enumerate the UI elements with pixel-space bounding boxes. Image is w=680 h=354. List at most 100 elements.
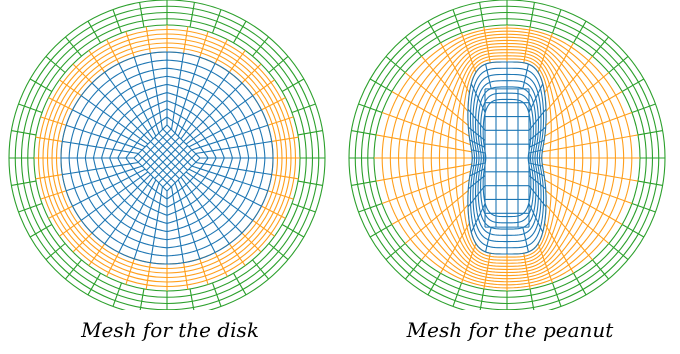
outer-ring-spoke <box>252 259 269 280</box>
outer-ring-spoke <box>45 56 66 73</box>
outer-ring-spoke <box>29 224 53 238</box>
inner-mesh-spoke <box>104 71 154 140</box>
inner-mesh-spoke <box>528 175 547 190</box>
inner-mesh-spoke <box>528 185 547 208</box>
middle-ring-spoke <box>271 174 299 180</box>
outer-ring-spoke <box>189 288 195 310</box>
inner-mesh-spoke <box>80 171 149 221</box>
outer-ring-spoke <box>405 36 422 57</box>
middle-ring-spoke <box>252 79 275 97</box>
inner-mesh-spoke <box>62 161 139 176</box>
inner-mesh-spoke <box>485 226 492 253</box>
middle-ring-spoke <box>145 26 151 54</box>
middle-ring-spoke <box>267 116 294 126</box>
inner-core-line <box>154 145 189 180</box>
inner-mesh-spoke <box>467 185 486 208</box>
middle-ring-spoke <box>391 91 470 137</box>
inner-mesh-spoke <box>72 168 146 207</box>
outer-ring-spoke <box>529 2 535 28</box>
outer-ring-spoke <box>637 130 663 136</box>
inner-mesh-spoke <box>133 182 160 259</box>
inner-mesh-spoke <box>471 149 486 154</box>
outer-ring-spoke <box>369 224 393 238</box>
outer-ring-spoke <box>452 282 463 307</box>
middle-ring-spoke <box>35 174 63 180</box>
outer-ring-spoke <box>139 288 145 310</box>
outer-ring-spoke <box>112 282 123 307</box>
middle-ring-spoke <box>545 204 593 261</box>
middle-ring-spoke <box>543 111 633 146</box>
inner-mesh-spoke <box>471 162 486 167</box>
inner-mesh-spoke <box>183 174 243 234</box>
outer-ring-spoke <box>18 103 43 114</box>
inner-core-line <box>150 141 184 175</box>
inner-mesh-spoke <box>66 165 143 192</box>
outer-ring-spoke <box>291 202 316 213</box>
peanut-mesh-diagram <box>348 0 666 310</box>
middle-ring-spoke <box>88 243 106 266</box>
middle-ring-spoke <box>261 205 286 219</box>
inner-mesh-spoke <box>191 124 268 151</box>
middle-ring-spoke <box>544 222 574 274</box>
inner-mesh-spoke <box>183 82 243 142</box>
inner-mesh-spoke <box>174 182 201 259</box>
inner-mesh-spoke <box>522 226 529 253</box>
outer-ring-spoke <box>592 36 609 57</box>
outer-ring-spoke <box>427 272 441 296</box>
outer-ring-spoke <box>65 259 82 280</box>
disk-mesh-diagram <box>8 0 326 310</box>
inner-mesh-spoke <box>80 95 149 145</box>
inner-mesh-spoke <box>91 174 151 234</box>
middle-ring-spoke <box>544 91 623 137</box>
outer-ring-spoke <box>573 272 587 296</box>
inner-mesh-spoke <box>185 171 254 221</box>
inner-mesh-spoke <box>170 53 185 130</box>
inner-mesh-spoke <box>174 57 201 134</box>
middle-ring-spoke <box>228 243 246 266</box>
inner-mesh-spoke <box>177 63 216 137</box>
inner-core-line <box>166 124 201 159</box>
inner-mesh-spoke <box>470 83 486 113</box>
middle-ring-spoke <box>523 26 531 63</box>
inner-mesh-spoke <box>185 95 254 145</box>
middle-ring-spoke <box>440 222 470 274</box>
peanut-caption: Mesh for the peanut <box>406 318 614 342</box>
middle-ring-spoke <box>72 232 93 253</box>
inner-mesh-spoke <box>118 63 157 137</box>
inner-mesh-spoke <box>470 203 486 233</box>
middle-ring-spoke <box>543 170 633 205</box>
inner-mesh-spoke <box>188 109 262 148</box>
outer-ring-spoke <box>385 243 406 260</box>
outer-ring-spoke <box>291 103 316 114</box>
middle-ring-spoke <box>537 243 554 284</box>
middle-ring-spoke <box>214 39 228 64</box>
outer-ring-spoke <box>112 9 123 34</box>
disk-caption: Mesh for the disk <box>81 318 259 342</box>
middle-ring-spoke <box>106 252 120 277</box>
inner-mesh-spoke <box>528 83 544 113</box>
inner-mesh-spoke <box>528 108 547 131</box>
inner-mesh-spoke <box>467 108 486 131</box>
inner-mesh-spoke <box>180 71 230 140</box>
inner-mesh-spoke <box>469 139 486 148</box>
middle-ring-spoke <box>404 190 469 244</box>
outer-ring-spoke <box>358 202 383 213</box>
outer-ring-spoke <box>18 202 43 213</box>
inner-mesh-spoke <box>528 139 545 148</box>
middle-ring-spoke <box>391 179 470 225</box>
middle-ring-spoke <box>241 232 262 253</box>
outer-ring-spoke <box>297 130 323 136</box>
middle-ring-spoke <box>106 39 120 64</box>
middle-ring-spoke <box>421 55 469 112</box>
middle-ring-spoke <box>72 63 93 84</box>
inner-mesh-spoke <box>195 161 272 176</box>
inner-mesh-spoke <box>72 109 146 148</box>
outer-ring-spoke <box>139 2 145 28</box>
outer-ring-spoke <box>268 243 289 260</box>
inner-mesh-spoke <box>469 168 486 177</box>
inner-mesh-spoke <box>177 179 216 253</box>
outer-ring-spoke <box>369 78 393 92</box>
outer-ring-spoke <box>551 9 562 34</box>
outer-ring-spoke <box>358 103 383 114</box>
outer-ring-spoke <box>268 56 289 73</box>
